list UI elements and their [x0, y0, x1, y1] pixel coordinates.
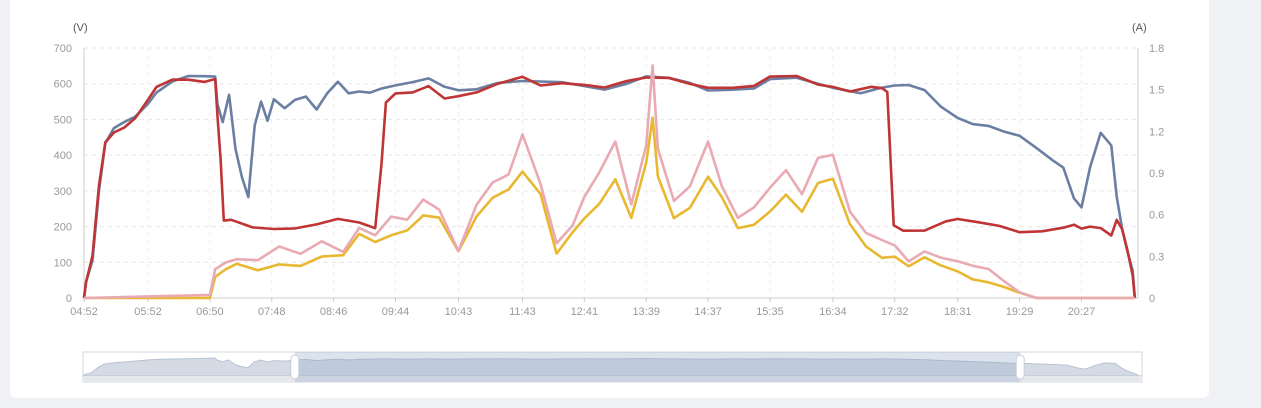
- left-tick-label: 400: [54, 150, 72, 162]
- right-tick-label: 0.6: [1149, 210, 1164, 222]
- x-tick-label: 17:32: [881, 306, 909, 318]
- left-tick-label: 500: [54, 114, 72, 126]
- x-tick-label: 14:37: [694, 306, 722, 318]
- right-tick-label: 1.5: [1149, 85, 1164, 97]
- zoom-handle-right[interactable]: [1015, 354, 1025, 380]
- x-tick-label: 04:52: [70, 306, 98, 318]
- right-tick-label: 0.9: [1149, 168, 1164, 180]
- data-zoom-slider[interactable]: [81, 351, 1143, 383]
- x-tick-label: 12:41: [571, 306, 599, 318]
- x-tick-label: 10:43: [445, 306, 473, 318]
- x-tick-label: 05:52: [134, 306, 162, 318]
- left-axis-unit: (V): [73, 22, 88, 34]
- zoom-baseline: [83, 376, 1142, 382]
- chart-grid: [83, 47, 1138, 298]
- right-tick-label: 1.8: [1149, 43, 1164, 55]
- series-line-red: [82, 74, 1137, 299]
- left-tick-label: 300: [54, 186, 72, 198]
- left-tick-label: 100: [54, 257, 72, 269]
- x-tick-label: 18:31: [944, 306, 972, 318]
- x-tick-label: 06:50: [196, 306, 224, 318]
- left-tick-label: 0: [66, 293, 72, 305]
- x-tick-label: 16:34: [819, 306, 847, 318]
- x-tick-label: 15:35: [756, 306, 784, 318]
- right-tick-label: 0.3: [1149, 251, 1164, 263]
- x-tick-label: 11:43: [509, 306, 536, 318]
- zoom-selected-window[interactable]: [294, 352, 1021, 382]
- right-tick-label: 0: [1149, 293, 1155, 305]
- zoom-preview-area: [81, 357, 1142, 377]
- left-tick-label: 600: [54, 79, 72, 91]
- x-tick-label: 09:44: [382, 306, 410, 318]
- x-tick-label: 07:48: [258, 306, 286, 318]
- chart-axes: 0 100 200 300 400 500 600 700 0 0.3 0.6 0.9 1.2 1.5 1.…: [54, 43, 1165, 318]
- chart-series: [82, 64, 1137, 300]
- x-tick-label: 13:39: [632, 306, 660, 318]
- series-line-pink: [83, 64, 1135, 300]
- x-tick-label: 19:29: [1006, 306, 1034, 318]
- right-axis-unit: (A): [1132, 22, 1147, 34]
- x-tick-label: 08:46: [320, 306, 348, 318]
- zoom-handle-left[interactable]: [290, 354, 300, 380]
- left-tick-label: 200: [54, 222, 72, 234]
- left-tick-label: 700: [54, 43, 72, 55]
- series-line-yellow: [84, 116, 1135, 300]
- right-tick-label: 1.2: [1149, 126, 1164, 138]
- x-tick-label: 20:27: [1068, 306, 1096, 318]
